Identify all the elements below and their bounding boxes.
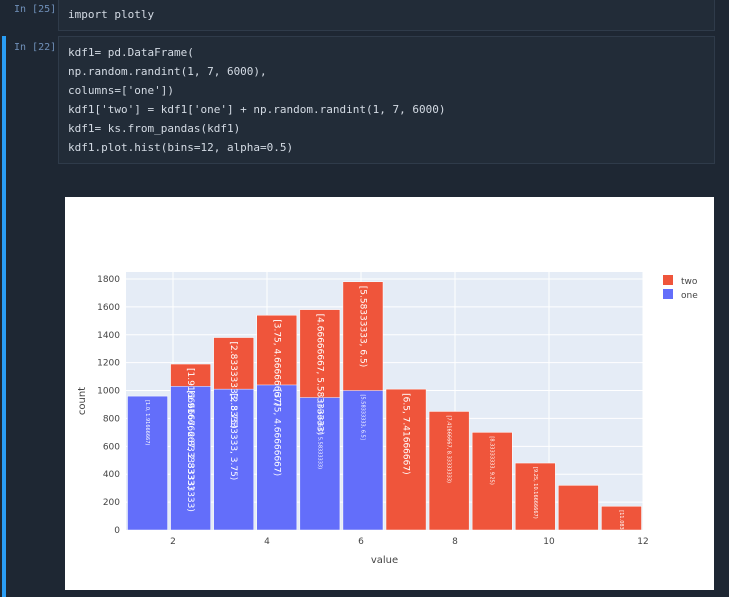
bar-label-one: [1.0, 1.91666667): [144, 400, 150, 445]
y-tick-label: 1800: [97, 275, 120, 285]
code-line: import plotly: [68, 8, 155, 21]
legend-label-one[interactable]: one: [681, 291, 698, 301]
plot-area-background: [126, 272, 643, 530]
legend-swatch-one[interactable]: [663, 289, 673, 299]
x-tick-label: 2: [170, 537, 176, 547]
bar-label-two: [6.5, 7.41666667): [401, 393, 411, 474]
cell-prompt: In [25]:: [14, 4, 63, 15]
bar-two[interactable]: [428, 411, 470, 531]
legend-label-two[interactable]: two: [681, 277, 698, 287]
y-axis-title: count: [77, 387, 88, 415]
code-line: kdf1.plot.hist(bins=12, alpha=0.5): [68, 141, 294, 154]
bar-label-two: [2.83333333, 3.75): [228, 342, 238, 429]
bar-one[interactable]: [213, 388, 255, 531]
x-tick-label: 4: [264, 537, 270, 547]
y-tick-label: 800: [103, 414, 120, 424]
code-line: kdf1= ks.from_pandas(kdf1): [68, 122, 241, 135]
notebook-cell-1[interactable]: In [25]: import plotly: [0, 0, 729, 32]
bar-label-one: [2.83333333, 3.75): [228, 393, 238, 480]
bar-two[interactable]: [558, 485, 599, 531]
bar-label-two: [9.25, 10.16666667): [532, 467, 538, 519]
bar-label-two: [8.33333333, 9.25): [489, 436, 495, 484]
code-line: columns=['one']): [68, 84, 174, 97]
y-tick-label: 0: [114, 526, 120, 536]
bar-label-two: [11.08333333, 12.0]: [618, 510, 624, 562]
code-editor[interactable]: import plotly: [58, 0, 715, 31]
x-tick-label: 10: [543, 537, 555, 547]
x-tick-label: 8: [452, 537, 458, 547]
chart-legend[interactable]: two one: [663, 275, 698, 301]
cell-selection-indicator: [2, 168, 6, 597]
code-line: kdf1['two'] = kdf1['one'] + np.random.ra…: [68, 103, 446, 116]
bar-two[interactable]: [385, 388, 427, 531]
y-tick-label: 400: [103, 470, 120, 480]
bar-label-two: [3.75, 4.66666667): [271, 319, 281, 406]
bar-label-one: [4.66666667, 5.58333333): [316, 402, 322, 470]
bar-one[interactable]: [256, 384, 298, 531]
plotly-chart[interactable]: [1.91666667, 2.83333333) [2.83333333, 3.7…: [65, 197, 714, 590]
bar-one[interactable]: [342, 390, 384, 531]
y-tick-label: 600: [103, 442, 120, 452]
bar-label-two: [7.41666667, 8.33333333): [446, 415, 452, 483]
cell-prompt: In [22]:: [14, 42, 63, 53]
bar-one[interactable]: [127, 395, 168, 531]
bar-one[interactable]: [170, 386, 211, 531]
code-editor[interactable]: kdf1= pd.DataFrame( np.random.randint(1,…: [58, 36, 715, 164]
x-tick-label: 12: [637, 537, 648, 547]
code-line: kdf1= pd.DataFrame(: [68, 46, 194, 59]
bar-label-two: [5.58333333, 6.5): [357, 286, 367, 367]
legend-swatch-two[interactable]: [663, 275, 673, 285]
bar-label-one: [5.58333333, 6.5]: [359, 395, 365, 440]
y-tick-label: 1400: [97, 331, 120, 341]
y-tick-label: 1600: [97, 303, 120, 313]
histogram-chart[interactable]: [1.91666667, 2.83333333) [2.83333333, 3.7…: [65, 197, 714, 590]
bar-two[interactable]: [515, 462, 556, 531]
y-tick-label: 1000: [97, 387, 120, 397]
code-line: np.random.randint(1, 7, 6000),: [68, 65, 267, 78]
notebook-cell-2[interactable]: In [22]: kdf1= pd.DataFrame( np.random.r…: [0, 36, 729, 168]
y-tick-label: 1200: [97, 359, 120, 369]
x-axis-title: value: [371, 555, 398, 566]
x-tick-label: 6: [358, 537, 364, 547]
bar-label-one: [1.91666667, 2.83333333): [185, 390, 195, 512]
bar-one[interactable]: [299, 397, 341, 531]
cell-selection-indicator: [2, 36, 6, 168]
bar-two[interactable]: [601, 506, 642, 531]
bar-label-two: [1.91666667, 2.83333333): [185, 368, 195, 490]
bar-two[interactable]: [471, 432, 513, 531]
bar-label-two: [4.66666667, 5.58333333): [314, 314, 324, 436]
bar-label-one: [3.75, 4.66666667): [271, 389, 281, 476]
y-tick-label: 200: [103, 498, 120, 508]
